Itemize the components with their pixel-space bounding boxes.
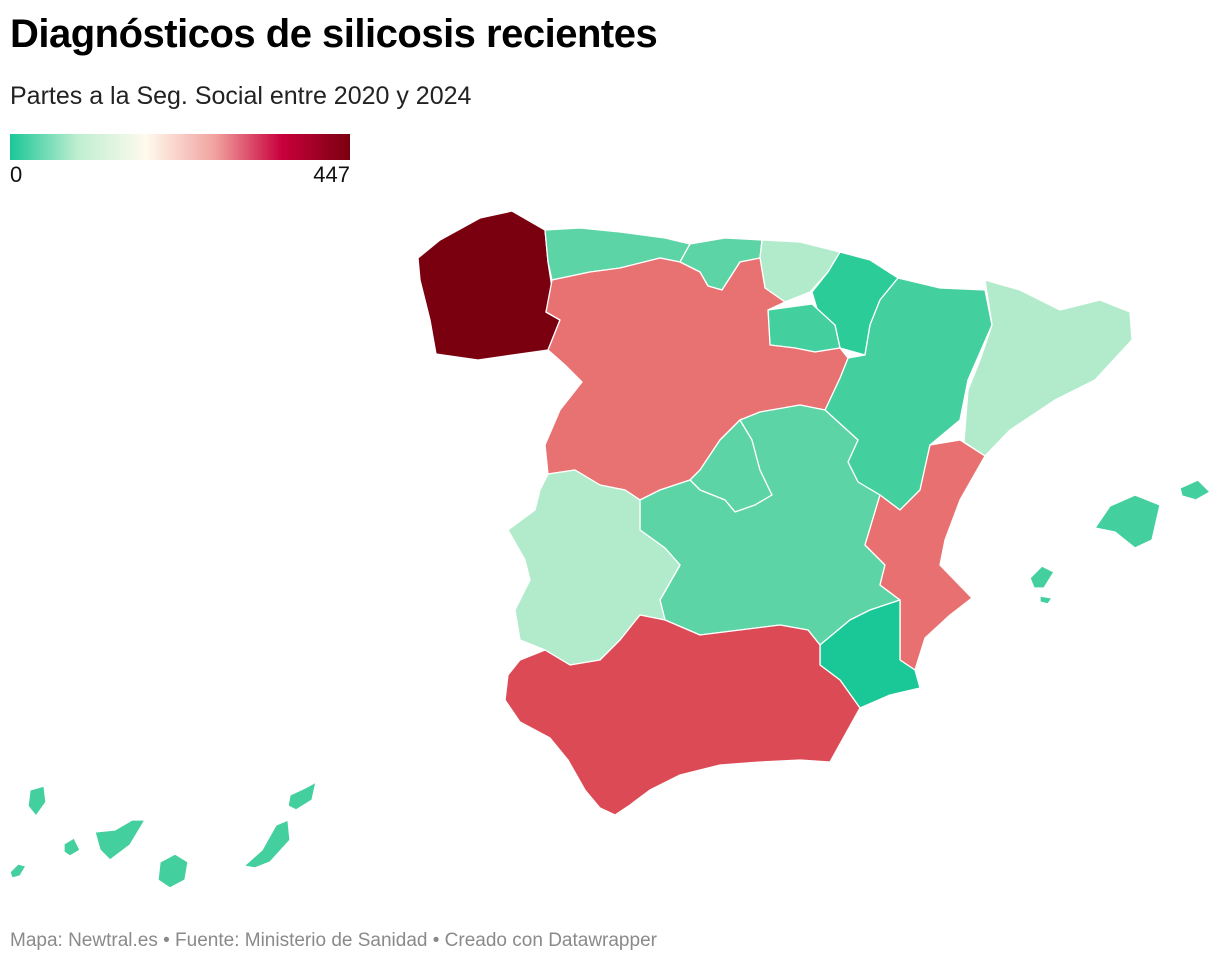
chart-title: Diagnósticos de silicosis recientes [10,12,658,56]
legend-max-label: 447 [313,162,350,187]
legend-min-label: 0 [10,162,23,187]
chart-subtitle: Partes a la Seg. Social entre 2020 y 202… [10,82,472,110]
region-navarra[interactable]: Navarra [811,251,899,356]
legend-gradient-bar [10,134,350,160]
color-legend: 0 447 [10,134,350,187]
region-canarias[interactable]: Canarias [9,781,317,889]
region-cataluna[interactable]: Cataluña [963,279,1133,457]
region-illes-balears[interactable]: Illes Balears [1029,479,1211,605]
region-andalucia[interactable]: Andalucía [504,614,861,816]
region-murcia[interactable]: Región de Murcia [819,599,921,709]
region-galicia[interactable]: Galicia [417,210,561,361]
chart-footer-credits: Mapa: Newtral.es • Fuente: Ministerio de… [10,930,657,951]
